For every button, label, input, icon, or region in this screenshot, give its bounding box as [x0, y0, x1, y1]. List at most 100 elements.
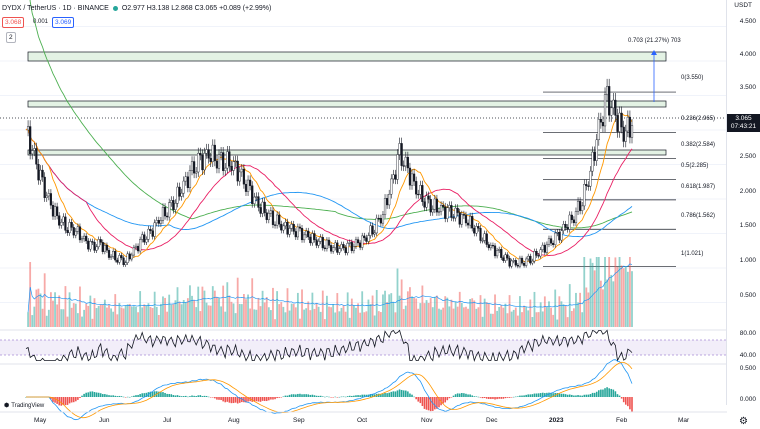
price-chart[interactable]	[0, 0, 727, 429]
volume-bar	[583, 257, 586, 327]
tradingview-logo[interactable]: ⬢ TradingView	[4, 402, 45, 410]
candle-body	[562, 223, 565, 231]
macd-histogram-bar	[348, 395, 351, 397]
fib-label-0236: 0.236(2.965)	[681, 116, 716, 122]
candle-body	[332, 247, 335, 252]
price-tick: 3.500	[739, 84, 756, 91]
macd-histogram-bar	[622, 397, 625, 403]
candle-body	[421, 185, 424, 202]
volume-bar	[83, 309, 86, 327]
candle-body	[396, 154, 399, 180]
candle-body	[41, 169, 44, 178]
symbol-title[interactable]: DYDX / TetherUS · 1D · BINANCE	[2, 4, 109, 12]
volume-bar	[249, 308, 252, 327]
candle-body	[87, 240, 90, 250]
volume-bar	[562, 304, 565, 327]
volume-bar	[292, 303, 295, 327]
candle-body	[367, 235, 370, 242]
volume-bar	[234, 313, 237, 327]
sell-price-button[interactable]: 3.068	[2, 17, 25, 28]
volume-bar	[128, 303, 131, 327]
candle-body	[101, 242, 104, 252]
candle-body	[47, 193, 50, 197]
volume-bar	[245, 299, 247, 327]
volume-bar	[409, 287, 411, 327]
volume-bar	[101, 304, 104, 327]
macd-histogram-bar	[313, 395, 316, 397]
indicator-count-badge[interactable]: 2	[6, 32, 16, 43]
volume-bar	[50, 292, 52, 327]
volume-bar	[159, 303, 162, 327]
macd-histogram-bar	[168, 394, 170, 397]
fib-label-05: 0.5(2.285)	[681, 163, 709, 169]
volume-bar	[406, 291, 409, 327]
candle-body	[605, 86, 609, 95]
gear-icon[interactable]: ⚙	[739, 416, 748, 427]
macd-histogram-bar	[579, 395, 581, 397]
macd-histogram-bar	[384, 392, 386, 397]
candle-body	[37, 164, 40, 181]
macd-histogram-bar	[595, 391, 598, 397]
macd-histogram-bar	[311, 394, 314, 397]
candle-body	[209, 158, 212, 162]
macd-histogram-bar	[438, 397, 440, 408]
candle-body	[402, 165, 405, 167]
volume-bar	[29, 262, 32, 327]
macd-histogram-bar	[232, 397, 235, 404]
volume-bar	[330, 307, 332, 327]
volume-bar	[195, 307, 198, 327]
macd-histogram-bar	[174, 395, 177, 397]
volume-bar	[284, 312, 287, 327]
candle-body	[240, 168, 243, 173]
ma-50-line	[25, 127, 633, 257]
volume-bar	[577, 302, 579, 327]
volume-bar	[446, 297, 449, 327]
volume-bar	[238, 304, 241, 327]
volume-bar	[502, 307, 505, 327]
candle-body	[273, 224, 277, 226]
candle-body	[89, 241, 92, 250]
candle-body	[493, 245, 497, 257]
candle-body	[545, 244, 549, 253]
candle-body	[253, 196, 256, 204]
macd-histogram-bar	[342, 396, 345, 398]
volume-bar	[303, 309, 305, 327]
volume-bar	[72, 303, 75, 327]
candle-body	[58, 215, 61, 226]
volume-bar	[143, 304, 146, 327]
fib-label-1: 1(1.021)	[681, 251, 704, 257]
currency-label[interactable]: USDT	[734, 2, 752, 9]
macd-histogram-bar	[106, 394, 108, 397]
volume-bar	[593, 270, 596, 327]
volume-bar	[465, 306, 467, 327]
macd-histogram-bar	[278, 397, 280, 398]
candle-body	[496, 250, 499, 257]
volume-bar	[452, 308, 455, 327]
candle-body	[157, 220, 160, 224]
buy-price-button[interactable]: 3.069	[52, 17, 75, 28]
candle-body	[556, 232, 559, 234]
candle-body	[286, 221, 289, 235]
macd-histogram-bar	[166, 393, 168, 397]
candle-body	[155, 220, 158, 224]
candle-body	[624, 130, 627, 142]
candle-body	[311, 233, 314, 244]
candle-body	[620, 112, 623, 128]
candle-body	[105, 245, 109, 251]
macd-histogram-bar	[494, 397, 496, 400]
macd-tick: 0.000	[739, 396, 756, 403]
volume-bar	[269, 310, 272, 327]
candle-body	[197, 153, 200, 173]
volume-bar	[359, 312, 362, 327]
volume-bar	[87, 305, 90, 327]
price-axis[interactable]: USDT 4.500 4.000 3.500 2.500 2.000 1.500…	[726, 0, 760, 405]
candle-body	[298, 226, 302, 229]
volume-bar	[361, 291, 364, 327]
price-tick: 4.500	[739, 18, 756, 25]
tradingview-text: TradingView	[11, 402, 45, 409]
candle-body	[599, 119, 602, 123]
macd-histogram-bar	[394, 391, 397, 397]
candle-body	[178, 186, 181, 197]
macd-histogram-bar	[151, 391, 154, 397]
candle-body	[487, 244, 490, 249]
